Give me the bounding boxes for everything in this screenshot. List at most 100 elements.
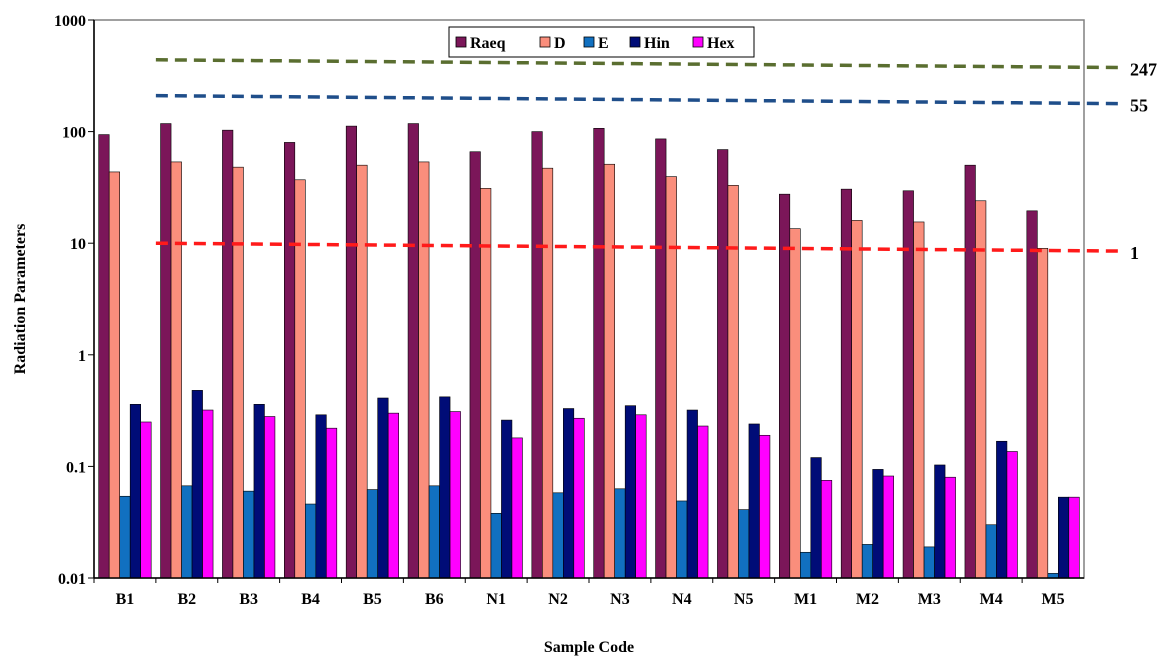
- bar-hex-n1: [511, 437, 523, 579]
- reference-lines-group: 247 55 1: [155, 58, 1157, 263]
- bar-hex-n2: [573, 417, 585, 579]
- bar-hin-b2: [191, 390, 203, 579]
- bar-raeq-b4: [284, 142, 296, 579]
- bar-hex-m3: [944, 476, 956, 579]
- bar-hex-n5: [759, 434, 771, 579]
- bar-e-n3: [614, 488, 626, 579]
- bar-e-m1: [800, 551, 812, 579]
- bar-raeq-n5: [717, 149, 729, 579]
- bar-d-n3: [603, 163, 615, 579]
- legend-label-raeq: Raeq: [470, 35, 506, 52]
- legend-swatch-e: [583, 36, 595, 48]
- x-tick-label-n4: N4: [672, 591, 692, 608]
- bar-hin-b4: [315, 414, 327, 579]
- bar-hin-n1: [501, 419, 513, 579]
- y-tick-label: 0.01: [58, 571, 86, 588]
- bar-e-b3: [243, 490, 255, 579]
- bar-d-n5: [727, 185, 739, 579]
- x-tick-label-b3: B3: [239, 591, 258, 608]
- bar-raeq-b6: [407, 123, 419, 579]
- y-axis: 0.01 0.1 1 10 100 1000: [54, 13, 94, 588]
- bar-e-b1: [119, 495, 131, 579]
- bar-e-b6: [428, 485, 440, 579]
- y-tick-label: 1000: [54, 13, 86, 30]
- bar-hex-b4: [326, 427, 338, 579]
- bars-group: [98, 123, 1080, 579]
- bar-e-m3: [923, 546, 935, 579]
- reference-line-1: [155, 241, 1121, 253]
- bar-hin-b3: [253, 404, 265, 579]
- legend-label-hex: Hex: [707, 35, 735, 52]
- bar-hin-b6: [439, 396, 451, 579]
- bar-hin-n4: [686, 409, 698, 579]
- legend: Raeq D E Hin Hex: [448, 26, 755, 58]
- bar-hex-b1: [140, 421, 152, 579]
- bar-d-m2: [851, 220, 863, 579]
- bar-hex-n3: [635, 414, 647, 579]
- y-tick-label: 1: [78, 348, 86, 365]
- x-tick-label-n5: N5: [734, 591, 754, 608]
- bar-hin-m5: [1058, 496, 1070, 579]
- bar-raeq-m1: [779, 193, 791, 579]
- bar-d-n2: [542, 167, 554, 579]
- x-tick-label-n2: N2: [548, 591, 568, 608]
- bar-hex-m1: [821, 480, 833, 579]
- bar-d-m1: [789, 228, 801, 579]
- bar-hin-m3: [934, 464, 946, 579]
- bar-hin-b5: [377, 397, 389, 579]
- bar-raeq-b2: [160, 123, 172, 579]
- bar-hin-n3: [624, 405, 636, 579]
- legend-swatch-hex: [692, 36, 704, 48]
- x-axis: B1 B2 B3 B4 B5 B6 N1 N2 N3 N4 N5 M1 M2 M3 M4 M5: [93, 578, 1065, 608]
- bar-raeq-m4: [964, 164, 976, 579]
- bar-d-b3: [232, 166, 244, 579]
- x-tick-label-b2: B2: [177, 591, 196, 608]
- x-tick-label-n1: N1: [486, 591, 506, 608]
- reference-label-247: 247: [1130, 60, 1157, 80]
- bar-hin-m2: [872, 469, 884, 579]
- bar-raeq-n3: [593, 128, 605, 579]
- bar-e-n5: [738, 509, 750, 579]
- bar-e-m2: [861, 544, 873, 579]
- bar-hex-b6: [449, 411, 461, 579]
- legend-label-hin: Hin: [644, 35, 670, 52]
- bar-raeq-n2: [531, 131, 543, 579]
- x-tick-label-n3: N3: [610, 591, 630, 608]
- legend-swatch-hin: [629, 36, 641, 48]
- bar-hex-m2: [882, 475, 894, 579]
- x-tick-label-b5: B5: [363, 591, 382, 608]
- y-tick-label: 0.1: [66, 459, 86, 476]
- y-tick-label: 10: [70, 236, 86, 253]
- bar-d-b4: [294, 179, 306, 579]
- bar-e-n4: [676, 500, 688, 579]
- bar-hex-m5: [1068, 496, 1080, 579]
- bar-e-b4: [305, 503, 317, 579]
- bar-raeq-n1: [469, 151, 481, 579]
- bar-hin-b1: [129, 404, 141, 579]
- bar-raeq-n4: [655, 138, 667, 579]
- bar-hin-n2: [563, 408, 575, 579]
- bar-d-b5: [356, 164, 368, 579]
- bar-hin-m1: [810, 457, 822, 579]
- bar-e-m4: [985, 524, 997, 579]
- bar-e-b2: [181, 485, 193, 579]
- x-axis-title: Sample Code: [544, 639, 634, 656]
- reference-line-247: [155, 58, 1121, 70]
- bar-d-n4: [665, 176, 677, 579]
- x-tick-label-b4: B4: [301, 591, 320, 608]
- bar-hex-b5: [387, 412, 399, 579]
- bar-hex-b2: [202, 409, 214, 579]
- bar-d-b6: [418, 161, 430, 579]
- bar-hin-n5: [748, 423, 760, 579]
- bar-hex-m4: [1006, 451, 1018, 579]
- reference-line-55: [155, 93, 1121, 106]
- bar-raeq-m5: [1026, 210, 1038, 579]
- bar-d-b2: [170, 161, 182, 579]
- bar-d-m3: [913, 221, 925, 579]
- bar-hin-m4: [996, 440, 1008, 579]
- bar-e-n2: [552, 492, 564, 579]
- x-tick-label-m1: M1: [794, 591, 817, 608]
- x-tick-label-b1: B1: [116, 591, 135, 608]
- y-tick-label: 100: [62, 125, 86, 142]
- bar-raeq-b3: [222, 129, 234, 579]
